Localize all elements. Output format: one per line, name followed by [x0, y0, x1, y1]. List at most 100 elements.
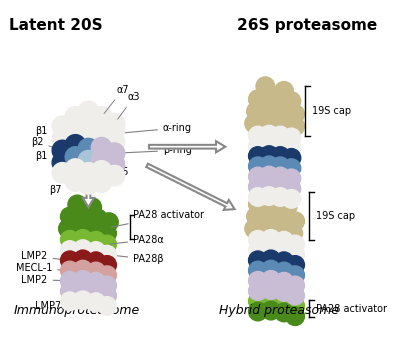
Circle shape [271, 157, 290, 175]
Text: β7: β7 [49, 182, 73, 195]
Circle shape [273, 220, 292, 239]
Circle shape [78, 115, 99, 136]
Circle shape [98, 256, 116, 274]
Circle shape [78, 150, 99, 171]
Circle shape [248, 282, 267, 300]
Circle shape [286, 307, 304, 325]
Circle shape [248, 292, 267, 310]
Circle shape [262, 301, 280, 320]
Circle shape [258, 111, 276, 130]
Circle shape [260, 136, 278, 154]
Circle shape [104, 120, 125, 140]
Text: α-ring: α-ring [117, 123, 192, 133]
Circle shape [275, 272, 293, 291]
Circle shape [286, 117, 304, 136]
Circle shape [52, 152, 73, 173]
Circle shape [247, 207, 265, 226]
Circle shape [282, 149, 301, 167]
Circle shape [60, 207, 79, 226]
Circle shape [60, 292, 79, 310]
Circle shape [248, 231, 267, 249]
Circle shape [91, 107, 112, 127]
Text: Immunoproteasome: Immunoproteasome [14, 304, 140, 317]
Circle shape [248, 147, 267, 165]
Circle shape [248, 302, 267, 321]
Circle shape [59, 219, 77, 238]
Circle shape [286, 276, 304, 295]
Circle shape [52, 116, 73, 136]
Circle shape [275, 82, 293, 100]
Circle shape [78, 163, 99, 183]
Circle shape [282, 138, 301, 157]
Circle shape [286, 256, 304, 274]
Text: β-ring: β-ring [117, 145, 192, 155]
Circle shape [260, 166, 278, 185]
Circle shape [286, 105, 304, 123]
FancyArrow shape [146, 164, 235, 210]
Circle shape [275, 101, 293, 120]
Circle shape [98, 235, 116, 254]
Circle shape [91, 172, 112, 192]
Circle shape [65, 107, 86, 127]
Circle shape [98, 224, 116, 243]
Circle shape [286, 235, 304, 254]
Circle shape [60, 241, 79, 259]
Circle shape [52, 163, 73, 183]
Circle shape [91, 126, 112, 147]
Circle shape [286, 286, 304, 305]
Circle shape [104, 143, 125, 164]
Circle shape [83, 198, 102, 217]
Circle shape [282, 169, 301, 188]
Circle shape [86, 252, 105, 271]
Circle shape [74, 291, 92, 310]
Circle shape [72, 218, 90, 236]
Circle shape [248, 167, 267, 186]
Circle shape [98, 276, 116, 295]
Circle shape [65, 147, 86, 167]
Circle shape [260, 176, 278, 195]
Circle shape [261, 99, 279, 118]
Text: MECL-1: MECL-1 [16, 264, 67, 273]
Circle shape [262, 260, 280, 279]
Circle shape [282, 128, 301, 147]
Circle shape [275, 262, 293, 281]
Circle shape [104, 154, 125, 175]
Circle shape [271, 167, 290, 186]
Circle shape [271, 147, 290, 165]
Circle shape [74, 250, 92, 269]
Text: β1: β1 [35, 126, 60, 138]
Circle shape [248, 90, 267, 108]
Circle shape [60, 282, 79, 300]
Circle shape [98, 296, 116, 315]
Circle shape [52, 140, 73, 161]
Circle shape [104, 113, 125, 134]
Circle shape [271, 136, 290, 155]
Circle shape [260, 125, 278, 144]
Circle shape [74, 205, 93, 224]
Circle shape [248, 261, 267, 280]
Text: LMP2: LMP2 [22, 251, 67, 261]
Circle shape [275, 283, 293, 301]
Circle shape [98, 266, 116, 285]
Circle shape [52, 129, 73, 150]
Circle shape [91, 149, 112, 169]
Circle shape [262, 291, 280, 310]
Circle shape [78, 101, 99, 122]
Circle shape [262, 281, 280, 300]
Circle shape [256, 77, 275, 96]
Text: α3: α3 [116, 92, 140, 121]
Circle shape [100, 213, 118, 232]
Circle shape [282, 190, 301, 208]
Circle shape [74, 271, 92, 289]
Circle shape [86, 272, 105, 291]
Circle shape [78, 127, 99, 148]
Text: β1: β1 [35, 151, 60, 162]
Circle shape [260, 156, 278, 175]
Text: β5: β5 [104, 160, 129, 177]
Circle shape [248, 241, 267, 259]
Circle shape [286, 245, 304, 264]
Circle shape [248, 271, 267, 290]
Circle shape [282, 92, 301, 111]
FancyArrow shape [149, 141, 225, 152]
Text: Hybrid proteasome: Hybrid proteasome [219, 304, 339, 317]
